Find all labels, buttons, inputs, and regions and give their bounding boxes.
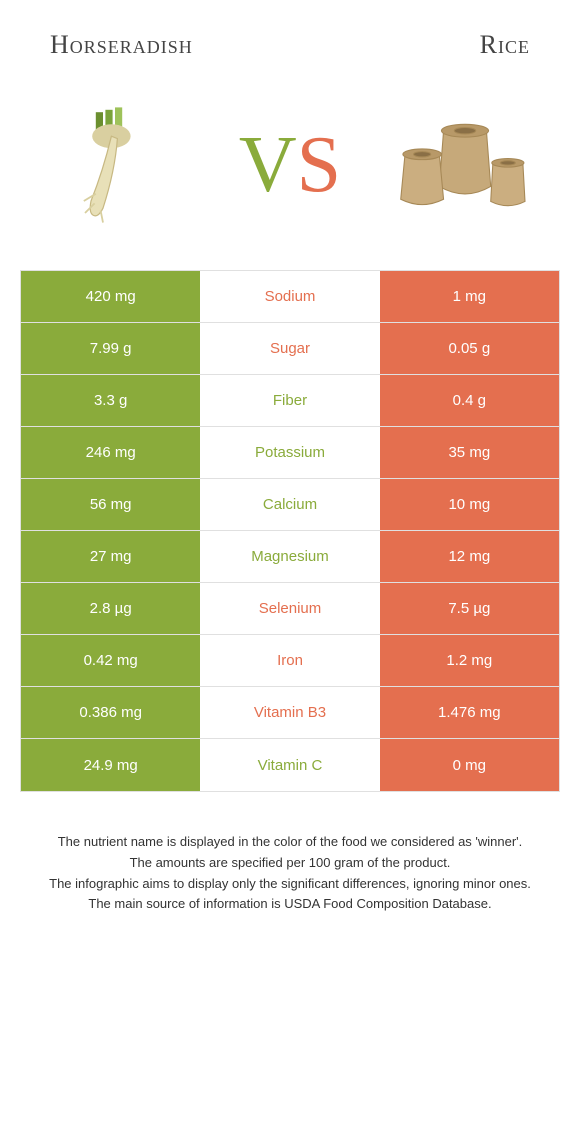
vs-label: VS	[239, 125, 341, 205]
footer-notes: The nutrient name is displayed in the co…	[0, 792, 580, 915]
table-row: 0.42 mgIron1.2 mg	[21, 635, 559, 687]
table-row: 7.99 gSugar0.05 g	[21, 323, 559, 375]
right-value: 12 mg	[380, 531, 559, 582]
nutrient-name: Vitamin C	[200, 739, 379, 791]
table-row: 56 mgCalcium10 mg	[21, 479, 559, 531]
table-row: 0.386 mgVitamin B31.476 mg	[21, 687, 559, 739]
left-value: 0.42 mg	[21, 635, 200, 686]
rice-icon	[390, 90, 540, 240]
header-row: Horseradish Rice	[0, 0, 580, 70]
right-value: 7.5 µg	[380, 583, 559, 634]
footer-line-3: The infographic aims to display only the…	[40, 874, 540, 895]
images-row: VS	[0, 70, 580, 270]
footer-line-2: The amounts are specified per 100 gram o…	[40, 853, 540, 874]
nutrient-name: Vitamin B3	[200, 687, 379, 738]
vs-s: S	[297, 121, 342, 209]
right-food-title: Rice	[480, 30, 530, 60]
footer-line-1: The nutrient name is displayed in the co…	[40, 832, 540, 853]
left-value: 420 mg	[21, 271, 200, 322]
vs-v: V	[239, 121, 297, 209]
left-value: 246 mg	[21, 427, 200, 478]
nutrient-name: Sugar	[200, 323, 379, 374]
left-value: 2.8 µg	[21, 583, 200, 634]
right-value: 1.476 mg	[380, 687, 559, 738]
left-food-title: Horseradish	[50, 30, 193, 60]
right-value: 1 mg	[380, 271, 559, 322]
left-value: 7.99 g	[21, 323, 200, 374]
right-value: 0.4 g	[380, 375, 559, 426]
nutrient-name: Potassium	[200, 427, 379, 478]
left-value: 56 mg	[21, 479, 200, 530]
right-value: 35 mg	[380, 427, 559, 478]
left-value: 3.3 g	[21, 375, 200, 426]
right-value: 1.2 mg	[380, 635, 559, 686]
nutrient-table: 420 mgSodium1 mg7.99 gSugar0.05 g3.3 gFi…	[20, 270, 560, 792]
nutrient-name: Sodium	[200, 271, 379, 322]
table-row: 24.9 mgVitamin C0 mg	[21, 739, 559, 791]
left-value: 24.9 mg	[21, 739, 200, 791]
right-value: 0 mg	[380, 739, 559, 791]
right-value: 0.05 g	[380, 323, 559, 374]
left-value: 0.386 mg	[21, 687, 200, 738]
nutrient-name: Iron	[200, 635, 379, 686]
nutrient-name: Selenium	[200, 583, 379, 634]
table-row: 246 mgPotassium35 mg	[21, 427, 559, 479]
table-row: 27 mgMagnesium12 mg	[21, 531, 559, 583]
table-row: 2.8 µgSelenium7.5 µg	[21, 583, 559, 635]
nutrient-name: Calcium	[200, 479, 379, 530]
footer-line-4: The main source of information is USDA F…	[40, 894, 540, 915]
left-value: 27 mg	[21, 531, 200, 582]
right-value: 10 mg	[380, 479, 559, 530]
horseradish-icon	[40, 90, 190, 240]
nutrient-name: Magnesium	[200, 531, 379, 582]
nutrient-name: Fiber	[200, 375, 379, 426]
table-row: 3.3 gFiber0.4 g	[21, 375, 559, 427]
table-row: 420 mgSodium1 mg	[21, 271, 559, 323]
